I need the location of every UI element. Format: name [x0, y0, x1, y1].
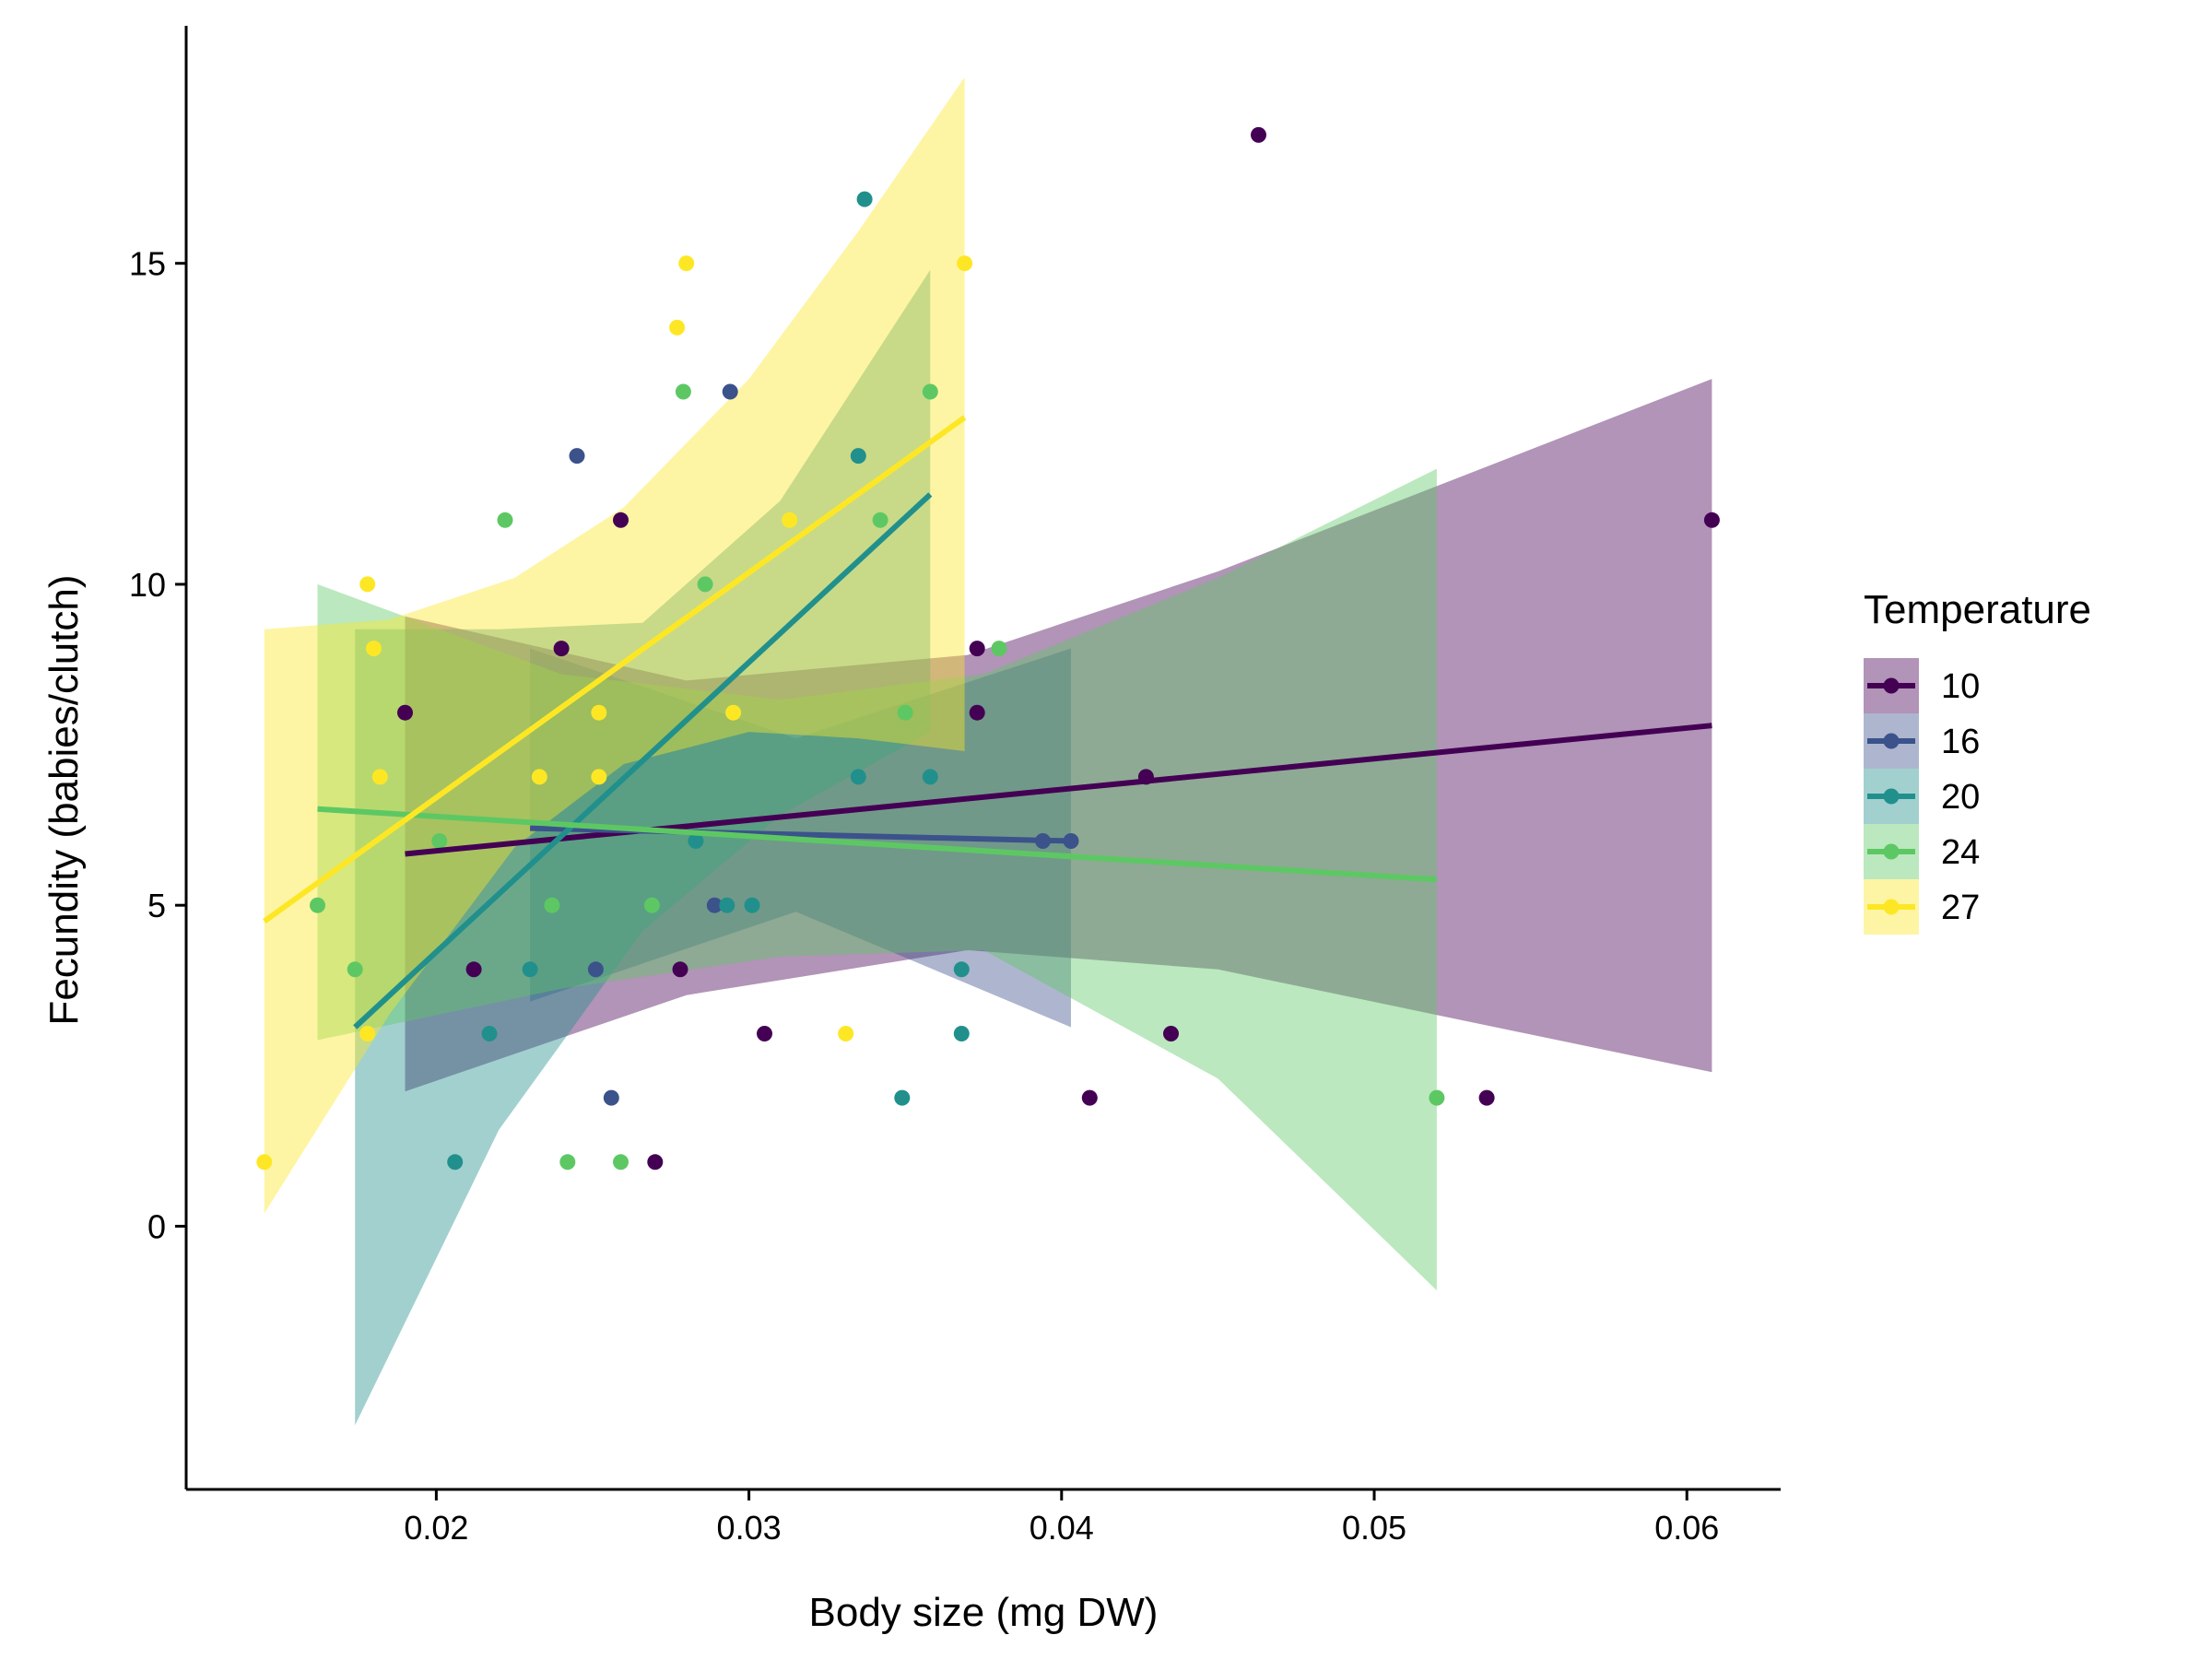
point-27-3 [366, 641, 382, 657]
legend-label-27: 27 [1941, 888, 1980, 927]
point-16-6 [706, 897, 723, 913]
point-27-2 [359, 1026, 376, 1041]
point-20-3 [481, 1026, 498, 1041]
point-16-3 [722, 383, 738, 400]
point-10-3 [1478, 1089, 1495, 1106]
point-24-4 [559, 1154, 576, 1171]
confidence-band-24 [317, 468, 1437, 1291]
legend-dot-24 [1883, 843, 1900, 860]
point-16-2 [587, 961, 604, 978]
point-24-7 [675, 383, 691, 400]
legend-title: Temperature [1864, 587, 2091, 632]
point-20-2 [447, 1154, 464, 1171]
point-24-13 [431, 833, 448, 849]
point-10-14 [397, 704, 413, 721]
point-24-3 [544, 897, 560, 913]
x-tick-label-0: 0.02 [404, 1509, 468, 1547]
point-10-4 [647, 1154, 664, 1171]
axes: 0.02 0.03 0.04 0.05 0.06 0 5 10 15 [129, 26, 1781, 1547]
y-axis-title: Fecundity (babies/clutch) [41, 574, 87, 1025]
point-20-10 [719, 897, 735, 913]
point-24-0 [310, 897, 325, 913]
legend-label-16: 16 [1941, 723, 1980, 761]
point-27-9 [957, 255, 973, 272]
point-10-10 [969, 704, 985, 721]
y-tick-label-1: 5 [147, 887, 166, 924]
point-27-12 [591, 769, 607, 785]
confidence-band-20 [355, 269, 931, 1426]
x-tick-label-4: 0.06 [1654, 1509, 1719, 1547]
fit-line-20 [353, 492, 933, 1030]
point-24-12 [1429, 1089, 1445, 1106]
legend-dot-10 [1883, 677, 1900, 694]
x-tick-label-1: 0.03 [717, 1509, 782, 1547]
y-tick-label-0: 0 [147, 1207, 166, 1245]
legend-dot-27 [1883, 899, 1900, 915]
point-27-0 [256, 1154, 273, 1171]
legend-label-24: 24 [1941, 833, 1980, 872]
point-27-8 [838, 1026, 854, 1041]
point-27-10 [725, 704, 742, 721]
point-10-7 [1163, 1026, 1179, 1041]
point-27-4 [371, 769, 388, 785]
point-24-11 [991, 641, 1007, 657]
legend-dot-20 [1883, 788, 1900, 805]
confidence-band-10 [405, 379, 1712, 1092]
point-24-6 [643, 897, 660, 913]
point-24-1 [347, 961, 363, 978]
fit-line-24 [317, 806, 1438, 883]
point-10-13 [465, 961, 482, 978]
point-24-5 [613, 1154, 629, 1171]
y-tick-label-2: 10 [129, 566, 166, 604]
point-20-6 [953, 1026, 970, 1041]
point-16-0 [569, 448, 585, 465]
point-10-9 [969, 641, 985, 657]
x-tick-label-3: 0.05 [1342, 1509, 1406, 1547]
regression-lines [263, 415, 1712, 1030]
point-10-6 [1081, 1089, 1098, 1106]
point-24-10 [922, 383, 938, 400]
confidence-band-27 [264, 76, 965, 1214]
point-20-7 [922, 769, 938, 785]
legend: Temperature 10 16 20 24 27 [1864, 587, 2091, 935]
point-24-9 [872, 512, 888, 528]
point-20-1 [894, 1089, 911, 1106]
point-20-4 [522, 961, 538, 978]
point-10-5 [672, 961, 688, 978]
point-27-1 [359, 576, 376, 593]
point-27-6 [678, 255, 695, 272]
plot-area [256, 76, 1720, 1426]
point-20-11 [744, 897, 760, 913]
point-20-12 [850, 448, 866, 465]
point-10-11 [613, 512, 629, 528]
point-20-5 [953, 961, 970, 978]
legend-label-20: 20 [1941, 778, 1980, 817]
point-27-11 [591, 704, 607, 721]
point-27-13 [531, 769, 547, 785]
point-20-0 [856, 191, 873, 207]
point-10-12 [553, 641, 570, 657]
point-16-1 [603, 1089, 619, 1106]
point-27-7 [782, 512, 798, 528]
point-27-5 [669, 319, 686, 335]
x-axis-title: Body size (mg DW) [809, 1590, 1159, 1635]
x-tick-label-2: 0.04 [1030, 1509, 1094, 1547]
point-10-0 [1251, 126, 1266, 143]
legend-dot-16 [1883, 733, 1900, 749]
point-20-8 [688, 833, 704, 849]
point-24-2 [497, 512, 513, 528]
fit-line-27 [263, 415, 967, 924]
point-20-9 [850, 769, 866, 785]
legend-label-10: 10 [1941, 667, 1980, 706]
y-tick-label-3: 15 [129, 245, 166, 283]
point-10-2 [757, 1026, 772, 1041]
point-24-8 [697, 576, 713, 593]
point-10-1 [1703, 512, 1720, 528]
point-24-14 [897, 704, 913, 721]
